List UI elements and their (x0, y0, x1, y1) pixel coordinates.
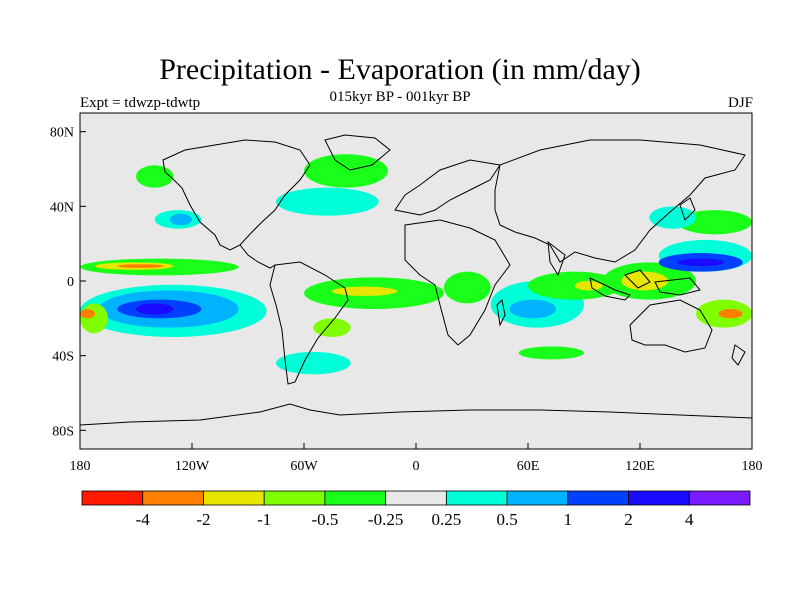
region-pacific-orange-band (117, 264, 164, 268)
colorbar-label: 0.25 (431, 510, 461, 529)
lon-tick-label: 120E (625, 459, 655, 474)
colorbar-label: 2 (624, 510, 633, 529)
region-sw-pacific-orange (718, 309, 743, 319)
colorbar-label: -0.5 (311, 510, 338, 529)
region-west-pacific-darkblue (677, 258, 725, 267)
colorbar-swatch (81, 490, 144, 506)
lon-tick-label: 180 (70, 459, 91, 474)
region-indian-ocean-blue (509, 299, 556, 319)
region-southern-ocean-cyan (276, 351, 351, 375)
chart-subtitle: 015kyr BP - 001kyr BP (329, 89, 471, 105)
region-south-indian-green (518, 346, 584, 360)
region-alaska-green (136, 165, 174, 188)
colorbar-label: -0.25 (368, 510, 403, 529)
colorbar-label: 4 (685, 510, 694, 529)
lat-tick-label: 80N (50, 126, 74, 141)
colorbar: -4 -2 -1 -0.5 -0.25 0.25 0.5 1 2 4 (81, 490, 751, 529)
region-north-atlantic-green (304, 154, 388, 188)
lat-tick-label: 0 (67, 275, 74, 290)
lat-tick-label: 40S (52, 350, 74, 365)
colorbar-swatch (324, 490, 387, 506)
lon-tick-label: 60W (290, 459, 318, 474)
region-south-pacific-green-west (80, 303, 108, 334)
region-indian-yellow (574, 281, 603, 291)
longitude-axis: 180 120W 60W 0 60E 120E 180 (70, 443, 763, 474)
colorbar-label: -2 (196, 510, 210, 529)
colorbar-label: 1 (564, 510, 573, 529)
chart-title: Precipitation - Evaporation (in mm/day) (159, 53, 641, 86)
colorbar-swatch (628, 490, 690, 506)
region-north-atlantic-cyan (276, 187, 379, 216)
colorbar-label: 0.5 (496, 510, 517, 529)
region-north-west-pacific-green (677, 210, 752, 235)
region-south-pacific-darkblue (136, 303, 174, 315)
lat-tick-label: 80S (52, 424, 74, 439)
colorbar-swatch (688, 490, 751, 506)
anomaly-regions (80, 154, 752, 375)
coastlines (80, 134, 752, 426)
experiment-label: Expt = tdwzp-tdwtp (80, 95, 201, 111)
lon-tick-label: 0 (413, 459, 420, 474)
region-indian-green (528, 271, 622, 300)
season-label: DJF (727, 95, 753, 111)
lon-tick-label: 60E (517, 459, 540, 474)
colorbar-swatch (506, 490, 569, 506)
colorbar-swatch (263, 490, 326, 506)
lon-tick-label: 180 (742, 459, 763, 474)
colorbar-label: -4 (136, 510, 151, 529)
region-south-pacific-orange-west (80, 309, 95, 319)
region-north-pacific-blue (169, 213, 192, 225)
region-japan-cyan (649, 206, 697, 229)
region-africa-green (444, 271, 491, 304)
colorbar-swatch (142, 490, 204, 506)
colorbar-swatch (203, 490, 265, 506)
lat-tick-label: 40N (50, 200, 74, 215)
region-tropical-atlantic-yellow (332, 286, 398, 296)
colorbar-swatch (385, 490, 447, 506)
latitude-axis: 80N 40N 0 40S 80S (50, 126, 86, 439)
colorbar-label: -1 (257, 510, 271, 529)
colorbar-swatch (567, 490, 629, 506)
lon-tick-label: 120W (175, 459, 210, 474)
colorbar-swatch (445, 490, 508, 506)
